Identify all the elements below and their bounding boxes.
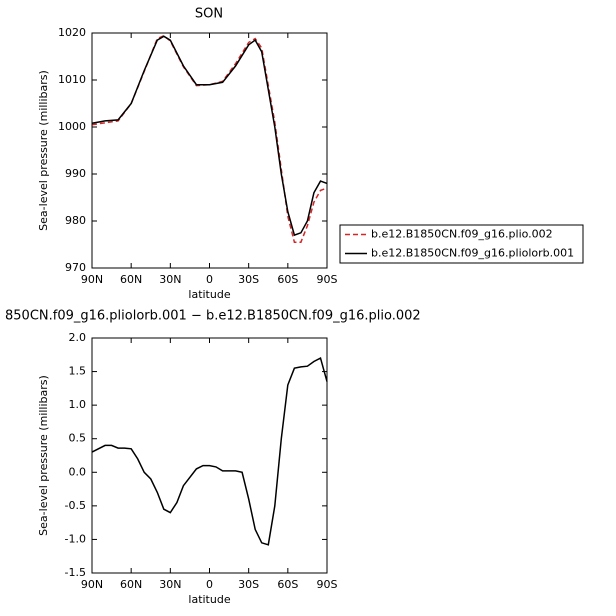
legend-label: b.e12.B1850CN.f09_g16.pliolorb.001	[371, 247, 574, 260]
y-tick-label: 990	[65, 167, 86, 180]
y-tick-label: -1.0	[65, 532, 86, 545]
y-tick-label: 0.0	[69, 465, 87, 478]
y-tick-label: 0.5	[69, 432, 87, 445]
x-tick-label: 30N	[159, 578, 181, 591]
x-tick-label: 30N	[159, 273, 181, 286]
x-tick-label: 30S	[238, 578, 259, 591]
y-tick-label: 980	[65, 214, 86, 227]
x-tick-label: 30S	[238, 273, 259, 286]
x-axis-label: latitude	[188, 288, 230, 301]
x-tick-label: 0	[206, 578, 213, 591]
data-line	[92, 358, 327, 545]
y-axis-label: Sea-level pressure (millibars)	[37, 70, 50, 231]
data-line	[92, 36, 327, 235]
x-tick-label: 90N	[81, 578, 103, 591]
chart-title: SON	[195, 7, 223, 22]
x-axis-label: latitude	[188, 593, 230, 606]
chart-title: 850CN.f09_g16.pliolorb.001 − b.e12.B1850…	[5, 309, 421, 324]
x-tick-label: 90S	[317, 273, 338, 286]
y-tick-label: 1020	[58, 26, 86, 39]
x-tick-label: 60S	[277, 578, 298, 591]
y-tick-label: 1.5	[69, 365, 87, 378]
y-tick-label: 1010	[58, 73, 86, 86]
x-tick-label: 60S	[277, 273, 298, 286]
x-tick-label: 90S	[317, 578, 338, 591]
data-line	[92, 36, 327, 242]
x-tick-label: 60N	[120, 273, 142, 286]
x-tick-label: 0	[206, 273, 213, 286]
y-tick-label: 1000	[58, 120, 86, 133]
y-tick-label: 2.0	[69, 331, 87, 344]
legend-label: b.e12.B1850CN.f09_g16.plio.002	[371, 228, 553, 241]
y-axis-label: Sea-level pressure (millibars)	[37, 375, 50, 536]
x-tick-label: 90N	[81, 273, 103, 286]
x-tick-label: 60N	[120, 578, 142, 591]
y-tick-label: -0.5	[65, 499, 86, 512]
y-tick-label: 1.0	[69, 398, 87, 411]
chart: SON97098099010001010102090N60N30N030S60S…	[0, 0, 616, 616]
